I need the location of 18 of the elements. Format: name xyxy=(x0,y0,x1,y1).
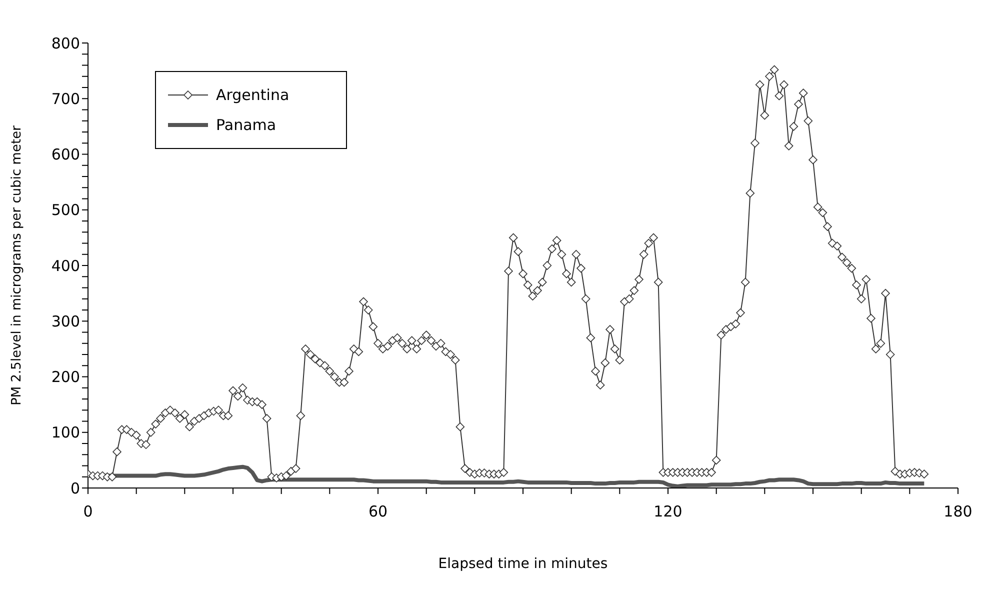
legend-label: Panama xyxy=(216,116,276,134)
x-tick-label: 0 xyxy=(83,502,93,521)
y-tick-label: 200 xyxy=(51,368,80,386)
y-tick-label: 0 xyxy=(70,479,80,498)
y-tick-label: 800 xyxy=(51,34,80,52)
y-tick-label: 700 xyxy=(51,90,80,108)
y-axis-title: PM 2.5level in micrograms per cubic meter xyxy=(10,124,25,406)
y-tick-label: 100 xyxy=(51,424,80,442)
x-tick-label: 120 xyxy=(654,502,682,521)
legend-label: Argentina xyxy=(216,86,290,104)
x-axis-title: Elapsed time in minutes xyxy=(438,556,608,572)
y-tick-label: 300 xyxy=(51,312,80,330)
y-tick-label: 400 xyxy=(51,256,80,275)
x-tick-label: 60 xyxy=(368,502,388,521)
y-tick-label: 500 xyxy=(51,201,80,220)
line-series xyxy=(88,464,926,488)
y-tick-label: 600 xyxy=(51,146,80,164)
x-tick-label: 180 xyxy=(944,502,972,521)
